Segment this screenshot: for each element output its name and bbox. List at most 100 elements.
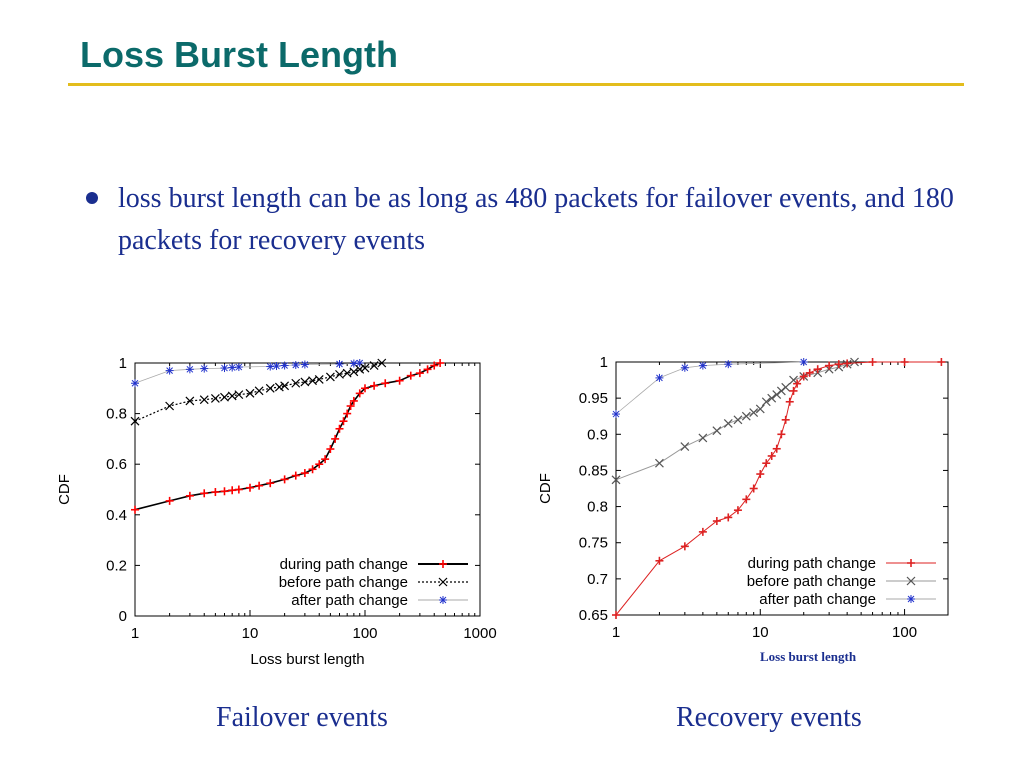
failover-series-1-point-d2 xyxy=(220,392,229,402)
failover-xtick-label: 100 xyxy=(352,625,377,642)
recovery-series-0-point xyxy=(612,611,620,619)
failover-series-2-point-d2 xyxy=(301,361,309,368)
failover-series-1-point-d2 xyxy=(185,396,195,406)
recovery-series-0-point xyxy=(868,358,877,366)
recovery-series-0-point xyxy=(937,358,946,366)
failover-series-1-point-d2 xyxy=(130,416,140,426)
failover-series-0-point xyxy=(300,469,309,478)
failover-series-2-point xyxy=(228,363,237,372)
failover-series-1-point xyxy=(314,375,324,384)
failover-series-1-point-d2 xyxy=(265,383,275,393)
recovery-ytick-label: 1 xyxy=(600,354,608,371)
failover-series-1-point-d2 xyxy=(325,372,335,382)
failover-series-0-point xyxy=(349,396,358,405)
failover-series-0-point xyxy=(331,434,340,443)
failover-series-0-point xyxy=(255,481,264,490)
failover-series-2-point xyxy=(272,362,281,371)
failover-series-0-point xyxy=(436,359,445,367)
failover-series-0-point xyxy=(343,409,352,418)
recovery-legend-label: during path change xyxy=(748,555,876,572)
recovery-legend-marker-d2 xyxy=(906,576,916,586)
recovery-series-1-point xyxy=(772,390,782,399)
failover-series-1-point-d2 xyxy=(335,369,344,379)
recovery-series-2-point xyxy=(680,363,689,372)
failover-series-2-point xyxy=(234,363,243,372)
recovery-series-1-point-d2 xyxy=(712,426,722,436)
recovery-series-0-point xyxy=(785,397,794,406)
recovery-series-1-point xyxy=(761,397,771,407)
failover-series-0-point xyxy=(335,424,344,433)
recovery-plot-frame xyxy=(615,361,949,616)
recovery-series-0-point xyxy=(767,451,776,460)
failover-series-2-point xyxy=(185,365,194,374)
failover-series-1-point-d2 xyxy=(254,386,264,396)
failover-legend-marker xyxy=(438,577,448,587)
failover-series-2-point-d2 xyxy=(235,363,243,371)
bullet-dot-icon xyxy=(86,192,98,204)
recovery-series-0-point xyxy=(733,506,742,515)
failover-legend-marker xyxy=(439,596,447,604)
failover-series-0-point xyxy=(370,381,379,390)
failover-series-1-point-d2 xyxy=(227,391,237,401)
failover-series-0-point xyxy=(200,489,209,498)
failover-xaxis-label: Loss burst length xyxy=(250,651,364,668)
failover-series-0-point xyxy=(185,491,194,500)
recovery-xtick-label: 10 xyxy=(752,624,769,641)
failover-series-0-point xyxy=(339,417,348,426)
failover-series-0-point xyxy=(165,496,174,505)
recovery-series-2-point-d2 xyxy=(681,364,689,372)
failover-series-0-point xyxy=(266,479,275,488)
recovery-series-1-point xyxy=(850,357,859,367)
recovery-series-0-point xyxy=(813,365,822,374)
failover-series-2-point-d2 xyxy=(281,362,288,369)
failover-series-1-point xyxy=(349,367,359,377)
failover-series-2-point xyxy=(291,361,300,370)
failover-series-2-point xyxy=(300,360,309,369)
failover-series-1-point-d2 xyxy=(199,395,209,405)
recovery-series-1-point xyxy=(767,393,777,403)
recovery-series-2-point-d2 xyxy=(612,410,620,418)
recovery-series-1-point-d2 xyxy=(789,375,798,385)
failover-series-1-point-d2 xyxy=(245,388,255,398)
failover-series-0-point xyxy=(381,379,390,388)
recovery-ytick-label: 0.65 xyxy=(579,607,608,624)
recovery-series-2-point-d2 xyxy=(656,374,663,382)
failover-series-0-point xyxy=(346,402,355,411)
failover-series-2-point-d2 xyxy=(273,362,280,370)
recovery-series-0-point xyxy=(777,430,786,439)
failover-series-0-point xyxy=(406,371,415,380)
failover-series-1-point-d2 xyxy=(369,361,379,370)
failover-series-2-point xyxy=(200,364,209,373)
failover-series-1-point xyxy=(377,358,387,368)
recovery-series-0-point xyxy=(749,484,758,493)
failover-legend-label: during path change xyxy=(280,556,408,573)
failover-series-1-point-d2 xyxy=(342,368,352,378)
recovery-series-1-point-d2 xyxy=(723,419,733,428)
failover-series-2-point-d2 xyxy=(200,365,208,372)
failover-series-2-point xyxy=(280,361,289,370)
recovery-ytick-label: 0.8 xyxy=(587,499,608,516)
failover-xtick-label: 10 xyxy=(242,625,259,642)
failover-series-1-point xyxy=(245,388,255,398)
recovery-xaxis-label: Loss burst length xyxy=(758,649,859,665)
failover-series-0-point xyxy=(395,376,404,385)
recovery-legend-label: before path change xyxy=(747,573,876,590)
recovery-series-0-point xyxy=(789,386,798,395)
failover-legend-marker xyxy=(439,560,447,568)
failover-series-1-point xyxy=(254,386,264,396)
failover-series-2-point-d2 xyxy=(186,365,194,373)
recovery-yaxis-label: CDF xyxy=(537,473,554,504)
recovery-ytick-label: 0.95 xyxy=(579,390,608,407)
failover-series-1-point-d2 xyxy=(355,364,365,374)
recovery-series-1-point xyxy=(755,404,765,414)
failover-series-0-point xyxy=(234,485,243,494)
recovery-legend-marker-d2 xyxy=(907,595,915,603)
failover-series-1-point xyxy=(234,390,244,400)
failover-series-1-point xyxy=(355,364,365,374)
recovery-series-0-point xyxy=(843,359,852,368)
failover-ytick-label: 0.6 xyxy=(106,456,127,473)
failover-series-2-point xyxy=(131,379,139,388)
failover-series-0-point xyxy=(430,361,439,370)
failover-legend-marker-d2 xyxy=(438,577,448,587)
recovery-series-line-1 xyxy=(615,361,855,481)
